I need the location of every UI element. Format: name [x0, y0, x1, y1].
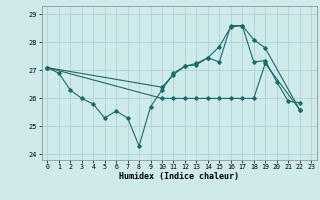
X-axis label: Humidex (Indice chaleur): Humidex (Indice chaleur)	[119, 172, 239, 181]
